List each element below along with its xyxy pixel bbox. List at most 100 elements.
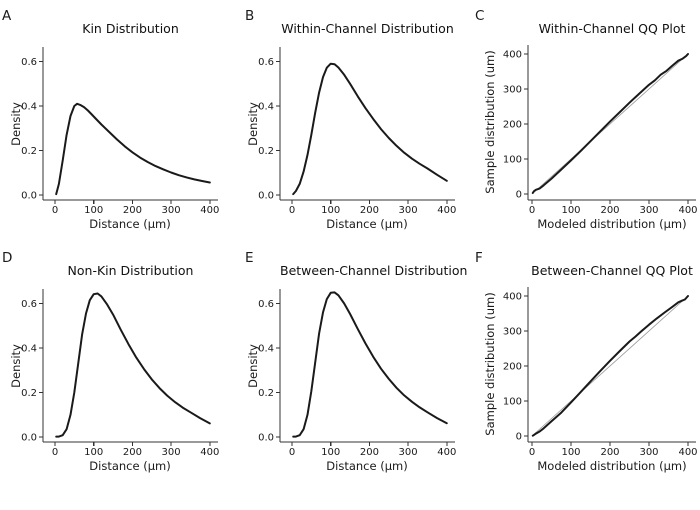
y-tick-label: 100	[503, 397, 522, 408]
panel-within-channel-distribution: 0 100 200 300 400 0.0 0.2 0.4 0.6 Distance (μm) De…	[237, 0, 467, 250]
x-tick-label: 300	[162, 205, 181, 216]
axes	[276, 289, 455, 446]
x-tick-label: 400	[437, 447, 456, 458]
y-tick-label: 300	[503, 327, 522, 338]
tick-labels: 0 100 200 300 400 0.0 0.2 0.4 0.6	[21, 57, 219, 216]
x-tick-label: 400	[678, 447, 697, 458]
axes	[524, 45, 696, 204]
tick-labels: 0 100 200 300 400 0.0 0.2 0.4 0.6	[21, 299, 219, 458]
x-tick-label: 200	[123, 205, 142, 216]
panel-between-channel-distribution: 0 100 200 300 400 0.0 0.2 0.4 0.6 Distance (μm) De…	[237, 242, 467, 510]
panel-kin-distribution: 0 100 200 300 400 0.0 0.2 0.4 0.6 Distance (μm) De…	[0, 0, 230, 250]
y-tick-label: 0.6	[258, 299, 274, 310]
y-tick-label: 0.2	[21, 146, 37, 157]
panel-title-c: Within-Channel QQ Plot	[538, 21, 686, 36]
panel-title-f: Between-Channel QQ Plot	[531, 263, 693, 278]
y-axis-label: Density	[9, 344, 23, 388]
x-tick-label: 300	[639, 205, 658, 216]
x-tick-label: 100	[321, 205, 340, 216]
x-tick-label: 0	[529, 205, 535, 216]
panel-title-b: Within-Channel Distribution	[281, 21, 454, 36]
y-tick-label: 0.4	[21, 344, 37, 355]
density-curve	[55, 292, 211, 438]
y-tick-label: 0.6	[258, 57, 274, 68]
y-tick-label: 0.0	[21, 191, 37, 202]
y-tick-label: 200	[503, 120, 522, 131]
panel-letter-d: D	[2, 250, 13, 266]
y-tick-label: 0.4	[258, 344, 274, 355]
y-axis-label: Sample distribution (um)	[483, 50, 497, 193]
tick-labels: 0 100 200 300 400 0.0 0.2 0.4 0.6	[258, 57, 456, 216]
x-axis-label: Modeled distribution (μm)	[537, 459, 686, 473]
x-tick-label: 300	[162, 447, 181, 458]
panel-letter-b: B	[245, 8, 255, 24]
x-tick-label: 0	[289, 205, 295, 216]
reference-line	[531, 53, 689, 195]
y-tick-label: 300	[503, 85, 522, 96]
panel-letter-c: C	[475, 8, 485, 24]
y-axis-label: Density	[9, 102, 23, 146]
y-tick-label: 0	[516, 432, 522, 443]
x-tick-label: 400	[437, 205, 456, 216]
x-tick-label: 400	[678, 205, 697, 216]
y-axis-label: Density	[246, 344, 260, 388]
density-curve	[55, 102, 211, 196]
y-tick-label: 400	[503, 50, 522, 61]
y-tick-label: 0.6	[21, 57, 37, 68]
x-tick-label: 100	[561, 447, 580, 458]
density-curve	[292, 291, 448, 438]
y-tick-label: 0.2	[258, 388, 274, 399]
panel-between-channel-qq: 0 100 200 300 400 0 100 200 300 400 Modeled distri…	[460, 242, 700, 510]
x-axis-label: Distance (μm)	[326, 217, 407, 231]
axes	[276, 47, 455, 204]
y-tick-label: 0.2	[21, 388, 37, 399]
axes	[524, 287, 696, 446]
kin-distribution-chart: 0 100 200 300 400 0.0 0.2 0.4 0.6 Distance (μm) De…	[9, 47, 219, 231]
y-tick-label: 0.2	[258, 146, 274, 157]
x-tick-label: 0	[529, 447, 535, 458]
y-axis-label: Density	[246, 102, 260, 146]
density-curve	[292, 62, 448, 196]
x-tick-label: 0	[52, 447, 58, 458]
panel-letter-e: E	[245, 250, 254, 266]
y-tick-label: 0.0	[21, 433, 37, 444]
x-tick-label: 200	[600, 205, 619, 216]
y-tick-label: 400	[503, 292, 522, 303]
tick-labels: 0 100 200 300 400 0.0 0.2 0.4 0.6	[258, 299, 456, 458]
x-axis-label: Distance (μm)	[89, 217, 170, 231]
qq-curve	[531, 295, 689, 437]
x-axis-label: Distance (μm)	[89, 459, 170, 473]
panel-title-e: Between-Channel Distribution	[280, 263, 468, 278]
panel-within-channel-qq: 0 100 200 300 400 0 100 200 300 400 Modeled distri…	[460, 0, 700, 250]
x-axis-label: Distance (μm)	[326, 459, 407, 473]
non-kin-distribution-chart: 0 100 200 300 400 0.0 0.2 0.4 0.6 Distance (μm) De…	[9, 289, 219, 473]
tick-labels: 0 100 200 300 400 0 100 200 300 400	[503, 292, 698, 459]
x-tick-label: 100	[321, 447, 340, 458]
axes	[39, 47, 218, 204]
x-tick-label: 100	[561, 205, 580, 216]
x-tick-label: 400	[200, 447, 219, 458]
x-tick-label: 100	[84, 205, 103, 216]
panel-title-d: Non-Kin Distribution	[67, 263, 194, 278]
x-tick-label: 200	[360, 447, 379, 458]
between-channel-distribution-chart: 0 100 200 300 400 0.0 0.2 0.4 0.6 Distance (μm) De…	[246, 289, 456, 473]
panel-letter-a: A	[2, 8, 12, 24]
x-tick-label: 200	[360, 205, 379, 216]
axes	[39, 289, 218, 446]
x-tick-label: 300	[399, 447, 418, 458]
x-tick-label: 300	[399, 205, 418, 216]
x-tick-label: 200	[123, 447, 142, 458]
x-axis-label: Modeled distribution (μm)	[537, 217, 686, 231]
y-axis-label: Sample distribution (um)	[483, 292, 497, 435]
panel-title-a: Kin Distribution	[82, 21, 179, 36]
y-tick-label: 0	[516, 190, 522, 201]
x-tick-label: 400	[200, 205, 219, 216]
within-channel-distribution-chart: 0 100 200 300 400 0.0 0.2 0.4 0.6 Distance (μm) De…	[246, 47, 456, 231]
x-tick-label: 100	[84, 447, 103, 458]
x-tick-label: 200	[600, 447, 619, 458]
qq-curve	[531, 53, 689, 194]
x-tick-label: 0	[52, 205, 58, 216]
y-tick-label: 0.4	[21, 102, 37, 113]
